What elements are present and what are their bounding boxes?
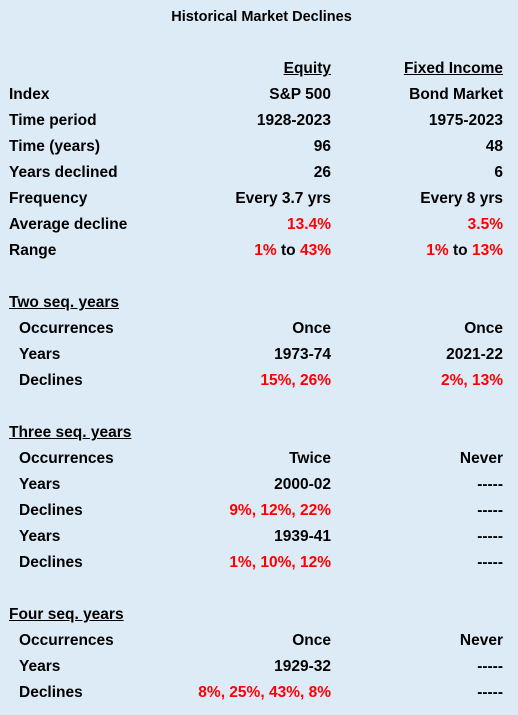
value-cell: Once (292, 632, 331, 649)
value-cell: 26 (313, 164, 331, 181)
value-cell: 1973-74 (274, 346, 331, 363)
value-cell: ----- (477, 476, 503, 493)
value-cell: Twice (289, 450, 331, 467)
row-label: Years (19, 476, 61, 493)
value-cell: Bond Market (409, 86, 503, 103)
value-cell: 1%, 10%, 12% (229, 554, 331, 571)
value-cell: ----- (477, 684, 503, 701)
row-label: Average decline (9, 216, 128, 233)
value-cell: 3.5% (467, 216, 503, 233)
value-cell: 15%, 26% (260, 372, 331, 389)
row-label: Occurrences (19, 450, 114, 467)
range-low: 1% (254, 242, 277, 259)
value-cell: ----- (477, 502, 503, 519)
value-cell: ----- (477, 554, 503, 571)
range-cell: 1% to 43% (254, 241, 331, 261)
value-cell: 1929-32 (274, 658, 331, 675)
value-cell: 1975-2023 (428, 112, 503, 129)
section-title: Three seq. years (9, 424, 132, 441)
value-cell: 6 (494, 164, 503, 181)
value-cell: S&P 500 (269, 86, 331, 103)
value-cell: 96 (313, 138, 331, 155)
row-label: Index (9, 86, 50, 103)
row-label: Years declined (9, 164, 118, 181)
row-label: Years (19, 528, 61, 545)
row-label: Time (years) (9, 138, 101, 155)
row-label: Occurrences (19, 632, 114, 649)
row-label: Declines (19, 554, 83, 571)
value-cell: 1939-41 (274, 528, 331, 545)
column-header: Equity (283, 60, 331, 77)
section-title: Two seq. years (9, 294, 119, 311)
value-cell: 2%, 13% (440, 372, 503, 389)
value-cell: 2000-02 (274, 476, 331, 493)
row-label: Declines (19, 502, 83, 519)
range-to: to (453, 242, 468, 259)
value-cell: Every 3.7 yrs (235, 190, 331, 207)
section-title: Four seq. years (9, 606, 124, 623)
value-cell: Never (459, 632, 503, 649)
value-cell: ----- (477, 658, 503, 675)
range-low: 1% (426, 242, 449, 259)
value-cell: 9%, 12%, 22% (229, 502, 331, 519)
row-label: Declines (19, 684, 83, 701)
row-label: Years (19, 346, 61, 363)
row-label: Range (9, 242, 57, 259)
column-header: Fixed Income (403, 60, 503, 77)
value-cell: 8%, 25%, 43%, 8% (198, 684, 331, 701)
row-label: Years (19, 658, 61, 675)
row-label: Occurrences (19, 320, 114, 337)
title: Historical Market Declines (171, 9, 352, 25)
row-label: Time period (9, 112, 97, 129)
value-cell: Once (292, 320, 331, 337)
value-cell: 13.4% (287, 216, 331, 233)
value-cell: ----- (477, 528, 503, 545)
range-high: 43% (299, 242, 331, 259)
value-cell: Every 8 yrs (420, 190, 503, 207)
value-cell: 48 (485, 138, 503, 155)
value-cell: 1928-2023 (256, 112, 331, 129)
row-label: Frequency (9, 190, 88, 207)
value-cell: 2021-22 (446, 346, 503, 363)
range-to: to (281, 242, 296, 259)
range-high: 13% (471, 242, 503, 259)
value-cell: Once (464, 320, 503, 337)
range-cell: 1% to 13% (426, 241, 503, 261)
value-cell: Never (459, 450, 503, 467)
row-label: Declines (19, 372, 83, 389)
